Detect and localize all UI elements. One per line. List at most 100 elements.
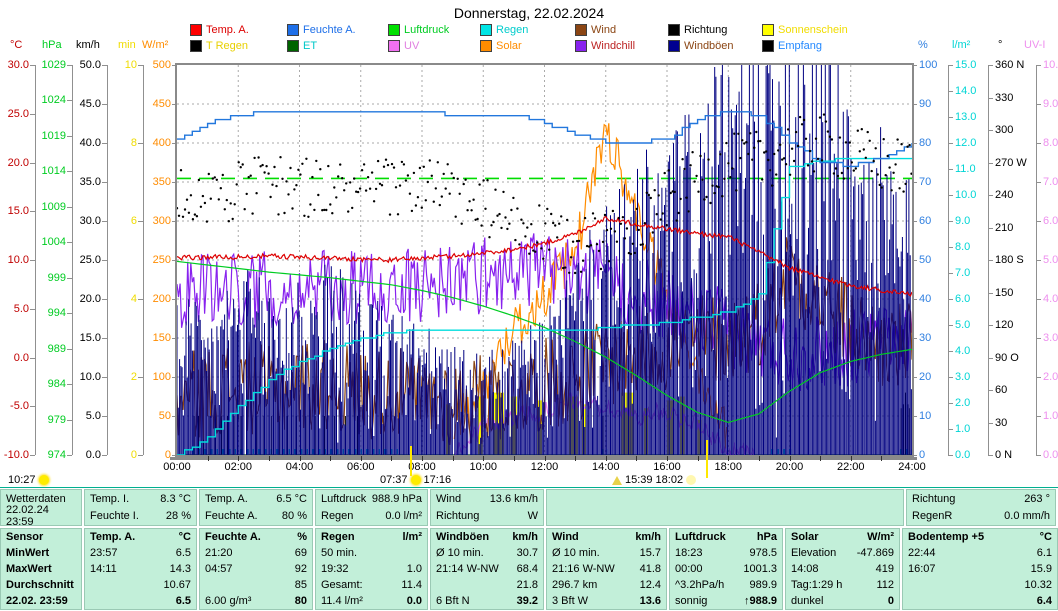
stats-cell-value: 21.8 [516,579,538,591]
axis-tick-label-temp: 15.0 [7,205,29,218]
axis-tick-label-temp: 10.0 [7,254,29,266]
axis-tick-label-uv: 1.0 [1043,410,1058,422]
axis-tick-pressure [67,135,72,137]
axis-tick-windspeed [102,377,107,378]
axis-tick-radiation [172,65,177,66]
legend-label: Sonnenschein [778,23,848,36]
axis-unit-sunmin: min [118,39,136,51]
axis-tick-radiation [172,104,177,105]
axis-tick-label-windspeed: 35.0 [79,176,101,188]
stats-cell-label: 16:07 [908,563,936,575]
axis-tick-label-uv: 7.0 [1043,176,1058,188]
axis-tick-humidity [912,182,917,183]
axis-unit-pressure: hPa [42,39,62,51]
stats-cell: 3 Bft W 13.6 [547,593,666,609]
stats-cell-label: 14:11 [90,563,117,575]
axis-tick-rain [948,195,953,196]
axis-tick-temp [30,406,35,408]
axis-tick-label-direction: 270 W [995,156,1027,169]
stats-cell-label: 22:44 [908,547,936,559]
legend-item-wind: Wind [575,24,616,36]
sunset-value: 17:16 [423,474,452,486]
axis-tick-label-radiation: 150 [152,332,171,344]
axis-tick-windspeed [102,455,107,456]
moonset-value: 18:02 [655,474,684,486]
axis-tick-temp [30,113,35,115]
legend-label: Windböen [684,39,734,52]
axis-tick-label-temp: -5.0 [10,400,29,413]
status-separator [0,487,1058,488]
legend-label: Solar [496,39,522,52]
axis-tick-rain [948,299,953,300]
axis-tick-label-rain: 11.0 [955,163,976,175]
legend-item-luftdruck: Luftdruck [388,24,449,36]
x-hour-tick [636,456,638,461]
status-line: Regen 0.0 l/m² [316,507,427,524]
stats-cell: 296.7 km 12.4 [547,577,666,593]
axis-tick-rain [948,65,953,66]
axis-line-sunmin [143,65,144,455]
axis-tick-label-windspeed: 25.0 [79,254,101,266]
axis-tick-humidity [912,221,917,222]
stats-col-unit: hPa [756,531,777,543]
status-line: Wind 13.6 km/h [431,490,543,507]
x-hour-tick [758,456,760,461]
daily-stats-table: Sensor MinWert MaxWert Durchschnitt 22.02. 2… [0,528,1058,610]
axis-tick-label-temp: 25.0 [7,107,29,120]
legend-item-sonnenschein: Sonnenschein [762,24,848,36]
stats-col-solar: Solar W/m² Elevation -47.869 14:08 419 Tag:1:2… [785,528,900,610]
status-value: 8.3 °C [160,492,191,505]
stats-cell-value: 39.2 [516,595,538,607]
axis-tick-label-temp: -10.0 [3,449,29,461]
axis-tick-label-rain: 15.0 [955,59,977,71]
stats-cell: 6 Bft N 39.2 [431,593,543,609]
axis-tick-label-radiation: 100 [152,371,171,383]
axis-tick-windspeed [102,65,107,66]
axis-tick-pressure [67,384,72,386]
axis-tick-sunmin [138,377,143,378]
axis-tick-label-radiation: 250 [152,254,171,266]
stats-cell-label: Tag:1:29 h [791,579,843,591]
x-hour-tick [728,456,730,461]
status-label: Temp. I. [90,492,130,505]
axis-tick-humidity [912,338,917,339]
stats-cell-label: 50 min. [321,547,358,559]
status-value: W [527,509,538,522]
stats-cell-value: 989.9 [749,579,777,591]
x-axis-baseline [170,457,917,460]
x-hour-tick [483,456,485,461]
axis-tick-label-sunmin: 10 [124,59,137,71]
axis-tick-radiation [172,221,177,222]
chart-plot-area[interactable] [175,63,914,457]
axis-tick-direction [988,65,993,66]
x-hour-tick [391,456,393,461]
status-line: RegenR 0.0 mm/h [907,507,1055,524]
stats-row-label: 22.02. 23:59 [6,595,68,607]
stats-col-header: Feuchte A.% [200,529,312,545]
axis-tick-uv [1036,377,1041,378]
x-tick-label: 18:00 [714,461,743,473]
stats-cell: 18:23 978.5 [670,545,782,561]
axis-tick-uv [1036,65,1041,66]
status-cell-0: Wetterdaten 22.02.24 23:59 [0,489,82,528]
stats-cell-value: 6.5 [175,595,191,607]
axis-tick-label-humidity: 40 [919,293,932,305]
axis-tick-label-rain: 5.0 [955,319,971,331]
stats-cell: 6.4 [903,593,1057,609]
status-label: Luftdruck [321,492,367,505]
axis-tick-label-windspeed: 0.0 [85,449,101,461]
axis-tick-label-windspeed: 45.0 [79,98,101,110]
axis-tick-label-direction: 240 [995,189,1014,201]
axis-tick-rain [948,377,953,378]
stats-cell-label: 00:00 [675,563,703,575]
axis-tick-label-pressure: 1029 [41,59,66,71]
axis-tick-windspeed [102,182,107,183]
x-tick-label: 24:00 [898,461,926,473]
axis-tick-windspeed [102,416,107,417]
stats-col-title: Feuchte A. [205,531,261,543]
legend-color-box [762,40,774,52]
status-label: RegenR [912,509,953,522]
axis-tick-rain [948,221,953,222]
axis-tick-label-rain: 2.0 [955,397,971,409]
